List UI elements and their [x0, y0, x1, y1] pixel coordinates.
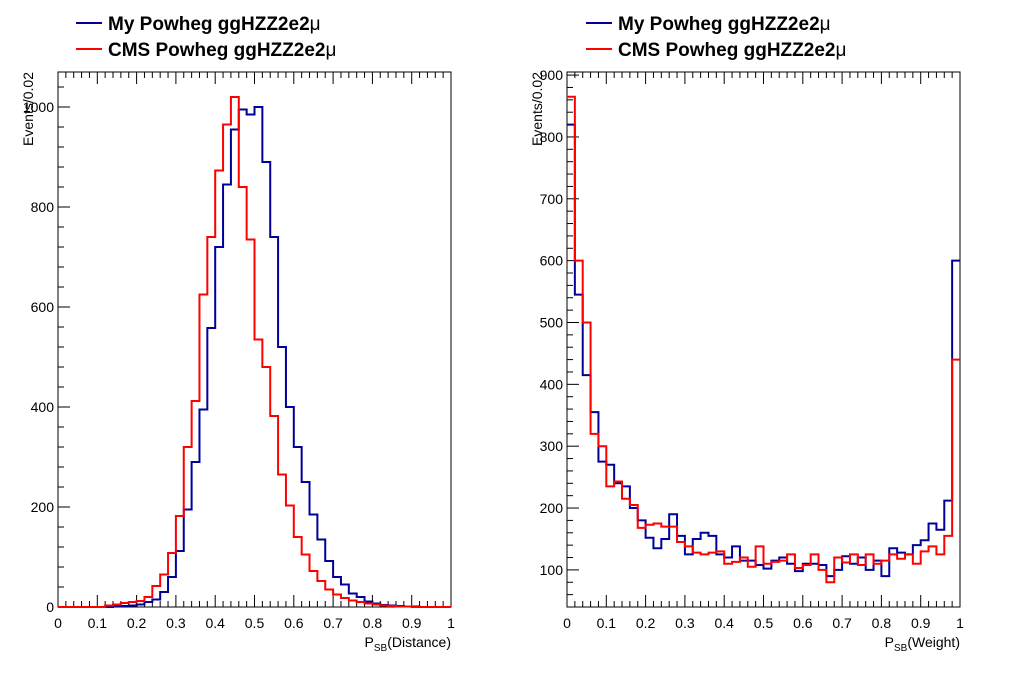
x-axis-label: PSB(Distance): [365, 634, 451, 654]
x-tick-label: 0.4: [714, 615, 734, 631]
y-tick-label: 400: [31, 399, 55, 415]
y-tick-label: 200: [540, 500, 564, 516]
x-tick-label: 0.5: [245, 615, 265, 631]
y-tick-label: 1000: [23, 99, 54, 115]
y-tick-label: 800: [31, 199, 55, 215]
y-tick-label: 800: [540, 129, 564, 145]
y-tick-label: 0: [46, 599, 54, 615]
y-tick-label: 100: [540, 562, 564, 578]
chart-panel-1: 0 0.1 0.2 0.3 0.4 0.5 0.6 0.7 0.8 0.9 1 0 200 400 600 8…: [20, 14, 455, 654]
x-tick-label: 0.6: [793, 615, 813, 631]
y-tick-label: 600: [31, 299, 55, 315]
x-tick-label: 0.2: [127, 615, 147, 631]
plot-frame: [566, 71, 961, 608]
y-tick-label: 900: [540, 67, 564, 83]
x-tick-label: 0.1: [88, 615, 108, 631]
x-tick-label: 0: [563, 615, 571, 631]
y-axis-label: Events/0.02: [20, 72, 36, 146]
series-line-my-powheg: [58, 106, 451, 608]
x-tick-label: 0.5: [754, 615, 774, 631]
x-tick-label: 0.3: [675, 615, 695, 631]
x-tick-label: 0.2: [636, 615, 656, 631]
series-line-cms-powheg: [58, 96, 451, 608]
legend-entry: My Powheg ggHZZ2e2μ: [618, 14, 831, 35]
y-axis-label: Events/0.02: [529, 72, 545, 146]
x-tick-label: 1: [956, 615, 964, 631]
series-line-my-powheg: [567, 123, 960, 578]
y-tick-label: 400: [540, 376, 564, 392]
legend-entry: My Powheg ggHZZ2e2μ: [108, 14, 321, 35]
x-tick-label: 0.7: [832, 615, 852, 631]
y-tick-label: 200: [31, 499, 55, 515]
legend-entry: CMS Powheg ggHZZ2e2μ: [108, 40, 336, 61]
x-axis-label: PSB(Weight): [885, 634, 960, 654]
chart-panel-2: 0 0.1 0.2 0.3 0.4 0.5 0.6 0.7 0.8 0.9 1 100 200 300 40…: [529, 14, 964, 654]
x-tick-label: 1: [447, 615, 455, 631]
x-tick-label: 0.8: [872, 615, 892, 631]
x-tick-label: 0.8: [363, 615, 383, 631]
x-tick-label: 0.4: [205, 615, 225, 631]
x-tick-label: 0.3: [166, 615, 186, 631]
legend-entry: CMS Powheg ggHZZ2e2μ: [618, 40, 846, 61]
y-tick-label: 600: [540, 253, 564, 269]
y-tick-label: 500: [540, 314, 564, 330]
y-tick-label: 700: [540, 191, 564, 207]
x-tick-label: 0.6: [284, 615, 304, 631]
x-tick-label: 0.7: [323, 615, 343, 631]
x-tick-label: 0: [54, 615, 62, 631]
x-tick-label: 0.9: [911, 615, 931, 631]
x-tick-label: 0.9: [402, 615, 422, 631]
y-tick-label: 300: [540, 438, 564, 454]
series-line-cms-powheg: [567, 95, 960, 584]
x-tick-label: 0.1: [597, 615, 617, 631]
